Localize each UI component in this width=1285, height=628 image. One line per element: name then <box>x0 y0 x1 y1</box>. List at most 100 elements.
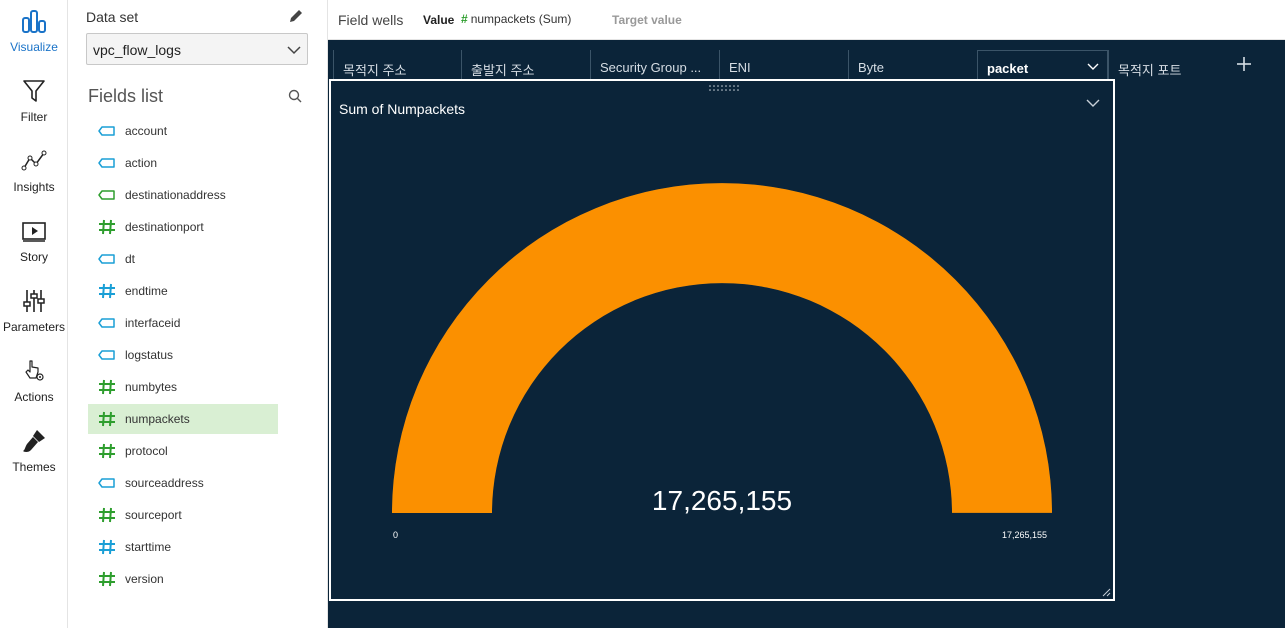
sheet-tab-label: 목적지 포트 <box>1118 63 1182 78</box>
field-name: numbytes <box>125 380 178 394</box>
field-item[interactable]: account <box>88 116 278 146</box>
chevron-down-icon[interactable] <box>1086 96 1100 110</box>
nav-label: Visualize <box>10 40 58 54</box>
dimension-tag-icon <box>98 123 116 139</box>
nav-label: Themes <box>12 460 56 474</box>
analysis-canvas: 목적지 주소 출발지 주소 Security Group ... ENI Byt… <box>328 40 1285 628</box>
measure-hash-icon <box>99 283 115 299</box>
measure-hash-icon <box>99 411 115 427</box>
nav-themes[interactable]: Themes <box>0 428 68 494</box>
field-name: sourceaddress <box>125 476 204 490</box>
measure-hash-icon <box>98 283 116 299</box>
nav-filter[interactable]: Filter <box>0 78 68 144</box>
field-item[interactable]: logstatus <box>88 340 278 370</box>
field-wells: Field wells Value # numpackets (Sum) Targ… <box>328 0 1285 40</box>
pointer-gear-icon <box>25 360 44 381</box>
dimension-tag-icon <box>98 158 115 168</box>
field-item[interactable]: numbytes <box>88 372 278 402</box>
field-item[interactable]: protocol <box>88 436 278 466</box>
measure-hash-icon <box>98 507 116 523</box>
chevron-down-icon[interactable] <box>1087 61 1099 73</box>
field-item[interactable]: destinationport <box>88 212 278 242</box>
sheet-tab[interactable]: 목적지 주소 <box>333 50 461 79</box>
nav-story[interactable]: Story <box>0 218 68 284</box>
field-item[interactable]: dt <box>88 244 278 274</box>
sheet-tab[interactable]: 목적지 포트 <box>1108 50 1228 79</box>
field-name: destinationaddress <box>125 188 226 202</box>
field-item[interactable]: interfaceid <box>88 308 278 338</box>
search-icon[interactable] <box>288 89 302 103</box>
dataset-selected-value: vpc_flow_logs <box>93 42 181 58</box>
dimension-tag-icon <box>98 318 115 328</box>
field-item[interactable]: starttime <box>88 532 278 562</box>
field-name: version <box>125 572 164 586</box>
field-wells-title: Field wells <box>338 12 404 28</box>
measure-hash-icon: # <box>461 12 468 26</box>
field-item[interactable]: version <box>88 564 278 594</box>
measure-hash-icon <box>98 219 116 235</box>
field-name: dt <box>125 252 136 266</box>
field-name: sourceport <box>125 508 182 522</box>
nav-label: Filter <box>20 110 48 124</box>
resize-icon[interactable] <box>1101 587 1111 597</box>
funnel-icon <box>23 80 45 102</box>
nav-insights[interactable]: Insights <box>0 148 68 214</box>
dimension-tag-icon <box>98 254 115 264</box>
plus-icon[interactable] <box>1236 56 1252 72</box>
drag-handle-icon[interactable] <box>708 84 740 92</box>
sheet-tab[interactable]: ENI <box>719 50 848 79</box>
gauge-min-label: 0 <box>393 530 399 540</box>
nav-label: Story <box>19 250 48 264</box>
field-item[interactable]: action <box>88 148 278 178</box>
measure-hash-icon <box>99 379 115 395</box>
nav-visualize[interactable]: Visualize <box>0 8 68 74</box>
value-chip-label: numpackets (Sum) <box>470 12 572 26</box>
paintbrush-icon <box>23 430 45 452</box>
sliders-icon <box>23 290 45 312</box>
gauge-visual[interactable]: Sum of Numpackets 17,265,155 0 17,265,15… <box>329 79 1115 601</box>
fields-panel: Data set vpc_flow_logs Fields list accou… <box>68 0 328 628</box>
measure-hash-icon <box>98 539 116 555</box>
sheet-tab[interactable]: Byte <box>848 50 977 79</box>
dimension-tag-icon <box>98 315 116 331</box>
field-item[interactable]: endtime <box>88 276 278 306</box>
sheet-tab-label: ENI <box>729 60 751 75</box>
dimension-tag-icon <box>98 187 116 203</box>
sheet-tab[interactable]: 출발지 주소 <box>461 50 590 79</box>
field-item[interactable]: sourceaddress <box>88 468 278 498</box>
field-item[interactable]: sourceport <box>88 500 278 530</box>
pencil-icon[interactable] <box>288 8 304 24</box>
sheet-tab[interactable]: Security Group ... <box>590 50 719 79</box>
dimension-tag-icon <box>98 155 116 171</box>
dimension-tag-icon <box>98 347 116 363</box>
field-name: account <box>125 124 168 138</box>
target-value-well[interactable]: Target value <box>612 13 682 27</box>
field-item[interactable]: numpackets <box>88 404 278 434</box>
insights-line-icon <box>21 150 47 171</box>
dimension-tag-icon <box>98 126 115 136</box>
nav-parameters[interactable]: Parameters <box>0 288 68 354</box>
field-item[interactable]: destinationaddress <box>88 180 278 210</box>
dimension-tag-icon <box>98 475 116 491</box>
visual-title: Sum of Numpackets <box>339 101 466 117</box>
gauge-max-label: 17,265,155 <box>1002 530 1048 540</box>
nav-actions[interactable]: Actions <box>0 358 68 424</box>
sheet-tab-active[interactable]: packet <box>977 50 1108 79</box>
value-well-chip[interactable]: # numpackets (Sum) <box>461 12 571 26</box>
bar-chart-icon <box>22 10 46 33</box>
sheet-tab-label: packet <box>987 61 1029 76</box>
dimension-tag-icon <box>98 251 116 267</box>
field-name: protocol <box>125 444 168 458</box>
dataset-select[interactable]: vpc_flow_logs <box>86 33 308 65</box>
nav-label: Actions <box>14 390 54 404</box>
dataset-label: Data set <box>86 9 139 25</box>
sheet-tab-label: Security Group ... <box>600 60 702 75</box>
dimension-tag-icon <box>98 190 115 200</box>
field-name: destinationport <box>125 220 204 234</box>
value-well-label: Value <box>423 13 455 27</box>
gauge-chart <box>392 183 1052 513</box>
measure-hash-icon <box>99 219 115 235</box>
fields-list-title: Fields list <box>88 86 164 106</box>
story-play-icon <box>22 222 46 242</box>
gauge-value: 17,265,155 <box>651 485 793 516</box>
